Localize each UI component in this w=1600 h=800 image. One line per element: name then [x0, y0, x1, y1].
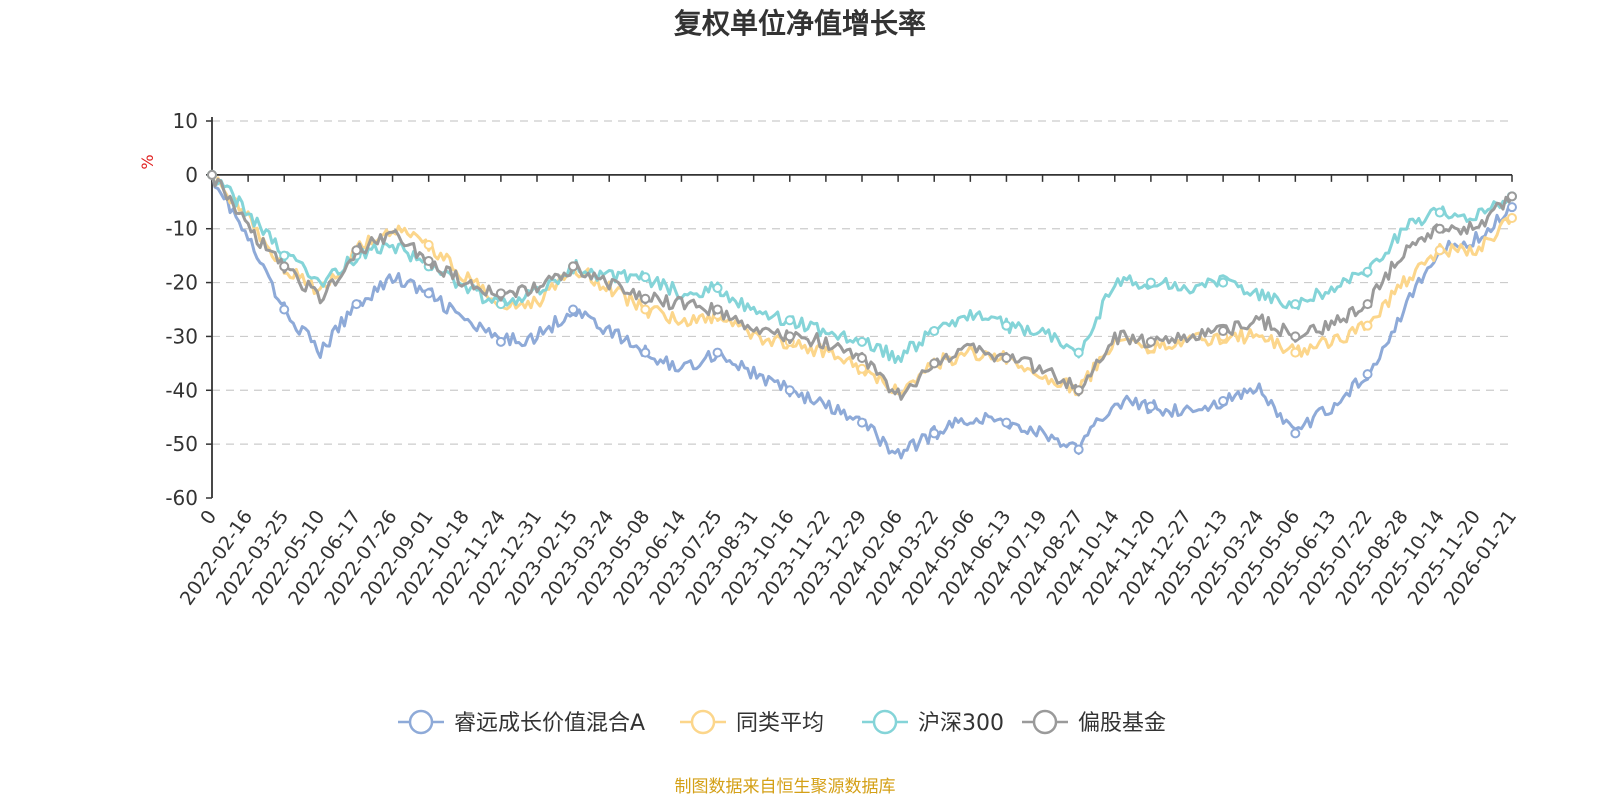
y-tick-label: -20 [165, 271, 198, 295]
data-source-note: 制图数据来自恒生聚源数据库 [675, 777, 896, 797]
y-tick-label: -60 [165, 486, 198, 510]
series-point [351, 299, 362, 310]
series-point [351, 245, 362, 256]
series-point [207, 169, 217, 180]
legend-label: 同类平均 [736, 711, 824, 736]
series-point [568, 261, 579, 272]
legend-marker [872, 709, 898, 735]
legend-label: 睿远成长价值混合A [454, 711, 645, 736]
series-point [1073, 347, 1084, 358]
series-point [1073, 444, 1084, 455]
series-lines [207, 169, 1517, 460]
series-point [857, 363, 867, 374]
chart-title: 复权单位净值增长率 [674, 7, 926, 40]
series-point [929, 428, 940, 439]
legend[interactable]: 睿远成长价值混合A 同类平均 沪深300 偏股基金 [398, 709, 1166, 736]
series-point [1434, 223, 1445, 234]
series-point [640, 293, 651, 304]
series-point [568, 304, 579, 315]
series-point [640, 304, 651, 315]
series-line [210, 174, 1513, 460]
legend-marker [690, 709, 716, 735]
series-point [1001, 352, 1012, 363]
legend-marker [408, 709, 434, 735]
series-point [495, 336, 506, 347]
legend-marker [1032, 709, 1058, 735]
legend-label: 偏股基金 [1078, 711, 1166, 736]
legend-item[interactable]: 偏股基金 [1022, 709, 1166, 736]
y-tick-label: 0 [185, 163, 198, 187]
series-point [423, 256, 434, 267]
series-point [1507, 212, 1517, 223]
series-point [1145, 277, 1156, 288]
series-point [1218, 396, 1229, 407]
legend-label: 沪深300 [918, 711, 1004, 736]
series-0 [207, 169, 1517, 460]
series-point [1362, 299, 1373, 310]
series-point [784, 315, 795, 326]
series-point [1001, 320, 1012, 331]
series-point [1362, 266, 1373, 277]
series-point [784, 331, 795, 342]
series-point [1434, 207, 1445, 218]
legend-item[interactable]: 沪深300 [862, 709, 1004, 736]
series-point [1290, 299, 1301, 310]
series-point [1362, 369, 1373, 380]
series-line [210, 174, 1513, 364]
y-tick-label: -10 [165, 217, 198, 241]
series-point [712, 304, 723, 315]
series-point [857, 417, 867, 428]
series-point [1290, 428, 1301, 439]
series-point [1001, 417, 1012, 428]
series-point [712, 282, 723, 293]
series-point [1362, 320, 1373, 331]
series-point [1507, 202, 1517, 213]
series-point [279, 250, 290, 261]
series-point [1073, 385, 1084, 396]
series-point [640, 272, 651, 283]
series-point [279, 261, 290, 272]
axes: 100-10-20-30-40-50-6002022-02-162022-03-… [165, 109, 1521, 609]
series-point [1218, 277, 1229, 288]
series-point [929, 326, 940, 337]
series-point [1434, 245, 1445, 256]
y-tick-label: -40 [165, 378, 198, 402]
series-point [640, 347, 651, 358]
series-1 [207, 169, 1517, 397]
series-point [1218, 326, 1229, 337]
series-point [1507, 191, 1517, 202]
series-point [495, 288, 506, 299]
series-3 [207, 169, 1517, 401]
series-point [1290, 331, 1301, 342]
series-point [857, 336, 867, 347]
series-point [857, 352, 867, 363]
legend-item[interactable]: 睿远成长价值混合A [398, 709, 645, 736]
series-point [712, 347, 723, 358]
y-axis-unit-label: % [138, 154, 157, 169]
series-point [784, 385, 795, 396]
y-tick-label: -30 [165, 324, 198, 348]
y-tick-label: -50 [165, 432, 198, 456]
y-tick-label: 10 [173, 109, 198, 133]
grid-lines [212, 120, 1512, 445]
series-point [279, 304, 290, 315]
series-point [1145, 401, 1156, 412]
legend-item[interactable]: 同类平均 [680, 709, 824, 736]
x-tick-label: 0 [196, 506, 221, 529]
series-point [423, 288, 434, 299]
series-point [929, 358, 940, 369]
series-point [1145, 336, 1156, 347]
series-point [1290, 347, 1301, 358]
series-point [423, 239, 434, 250]
